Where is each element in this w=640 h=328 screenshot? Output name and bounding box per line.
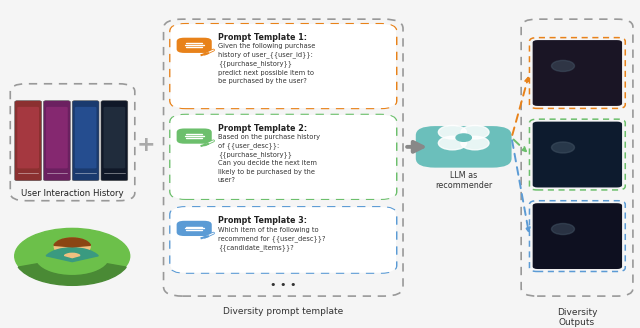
Text: • • •: • • • — [269, 280, 296, 290]
Text: Which item of the following to
recommend for {{user_desc}}?
{{candidate_items}}?: Which item of the following to recommend… — [218, 227, 325, 251]
FancyBboxPatch shape — [177, 221, 212, 236]
Circle shape — [15, 228, 130, 284]
FancyBboxPatch shape — [532, 203, 622, 269]
Wedge shape — [65, 253, 80, 257]
FancyBboxPatch shape — [104, 107, 125, 168]
Circle shape — [456, 134, 471, 141]
Circle shape — [54, 238, 90, 256]
FancyBboxPatch shape — [177, 38, 212, 53]
Text: Prompt Template 1:: Prompt Template 1: — [218, 33, 307, 42]
FancyBboxPatch shape — [46, 107, 68, 168]
Text: User Interaction History: User Interaction History — [21, 190, 124, 198]
FancyBboxPatch shape — [171, 24, 396, 108]
FancyBboxPatch shape — [532, 122, 622, 188]
Text: +: + — [137, 135, 156, 155]
FancyBboxPatch shape — [171, 207, 396, 273]
Circle shape — [461, 136, 489, 150]
FancyBboxPatch shape — [101, 101, 128, 181]
Circle shape — [552, 142, 575, 153]
Text: Based on the purchase history
of {{user_desc}}:
{{purchase_history}}
Can you dec: Based on the purchase history of {{user_… — [218, 134, 320, 183]
Text: LLM as
recommender: LLM as recommender — [435, 171, 492, 190]
FancyBboxPatch shape — [171, 115, 396, 199]
Circle shape — [461, 125, 489, 139]
Text: Prompt Template 3:: Prompt Template 3: — [218, 216, 307, 225]
FancyBboxPatch shape — [17, 107, 39, 168]
Text: Diversity
Outputs: Diversity Outputs — [557, 308, 597, 327]
FancyBboxPatch shape — [72, 101, 99, 181]
FancyBboxPatch shape — [44, 101, 70, 181]
Text: Prompt Template 2:: Prompt Template 2: — [218, 124, 307, 133]
Text: Diversity prompt template: Diversity prompt template — [223, 307, 344, 316]
Circle shape — [552, 60, 575, 72]
Circle shape — [438, 125, 467, 139]
FancyBboxPatch shape — [15, 101, 42, 181]
Circle shape — [438, 136, 467, 150]
Wedge shape — [46, 248, 99, 262]
Circle shape — [552, 223, 575, 235]
Wedge shape — [54, 238, 90, 247]
Wedge shape — [18, 264, 126, 285]
FancyBboxPatch shape — [416, 126, 511, 168]
FancyBboxPatch shape — [177, 129, 212, 144]
FancyBboxPatch shape — [75, 107, 97, 168]
Text: Given the following purchase
history of user_{{user_id}}:
{{purchase_history}}
p: Given the following purchase history of … — [218, 44, 315, 84]
FancyBboxPatch shape — [532, 40, 622, 106]
